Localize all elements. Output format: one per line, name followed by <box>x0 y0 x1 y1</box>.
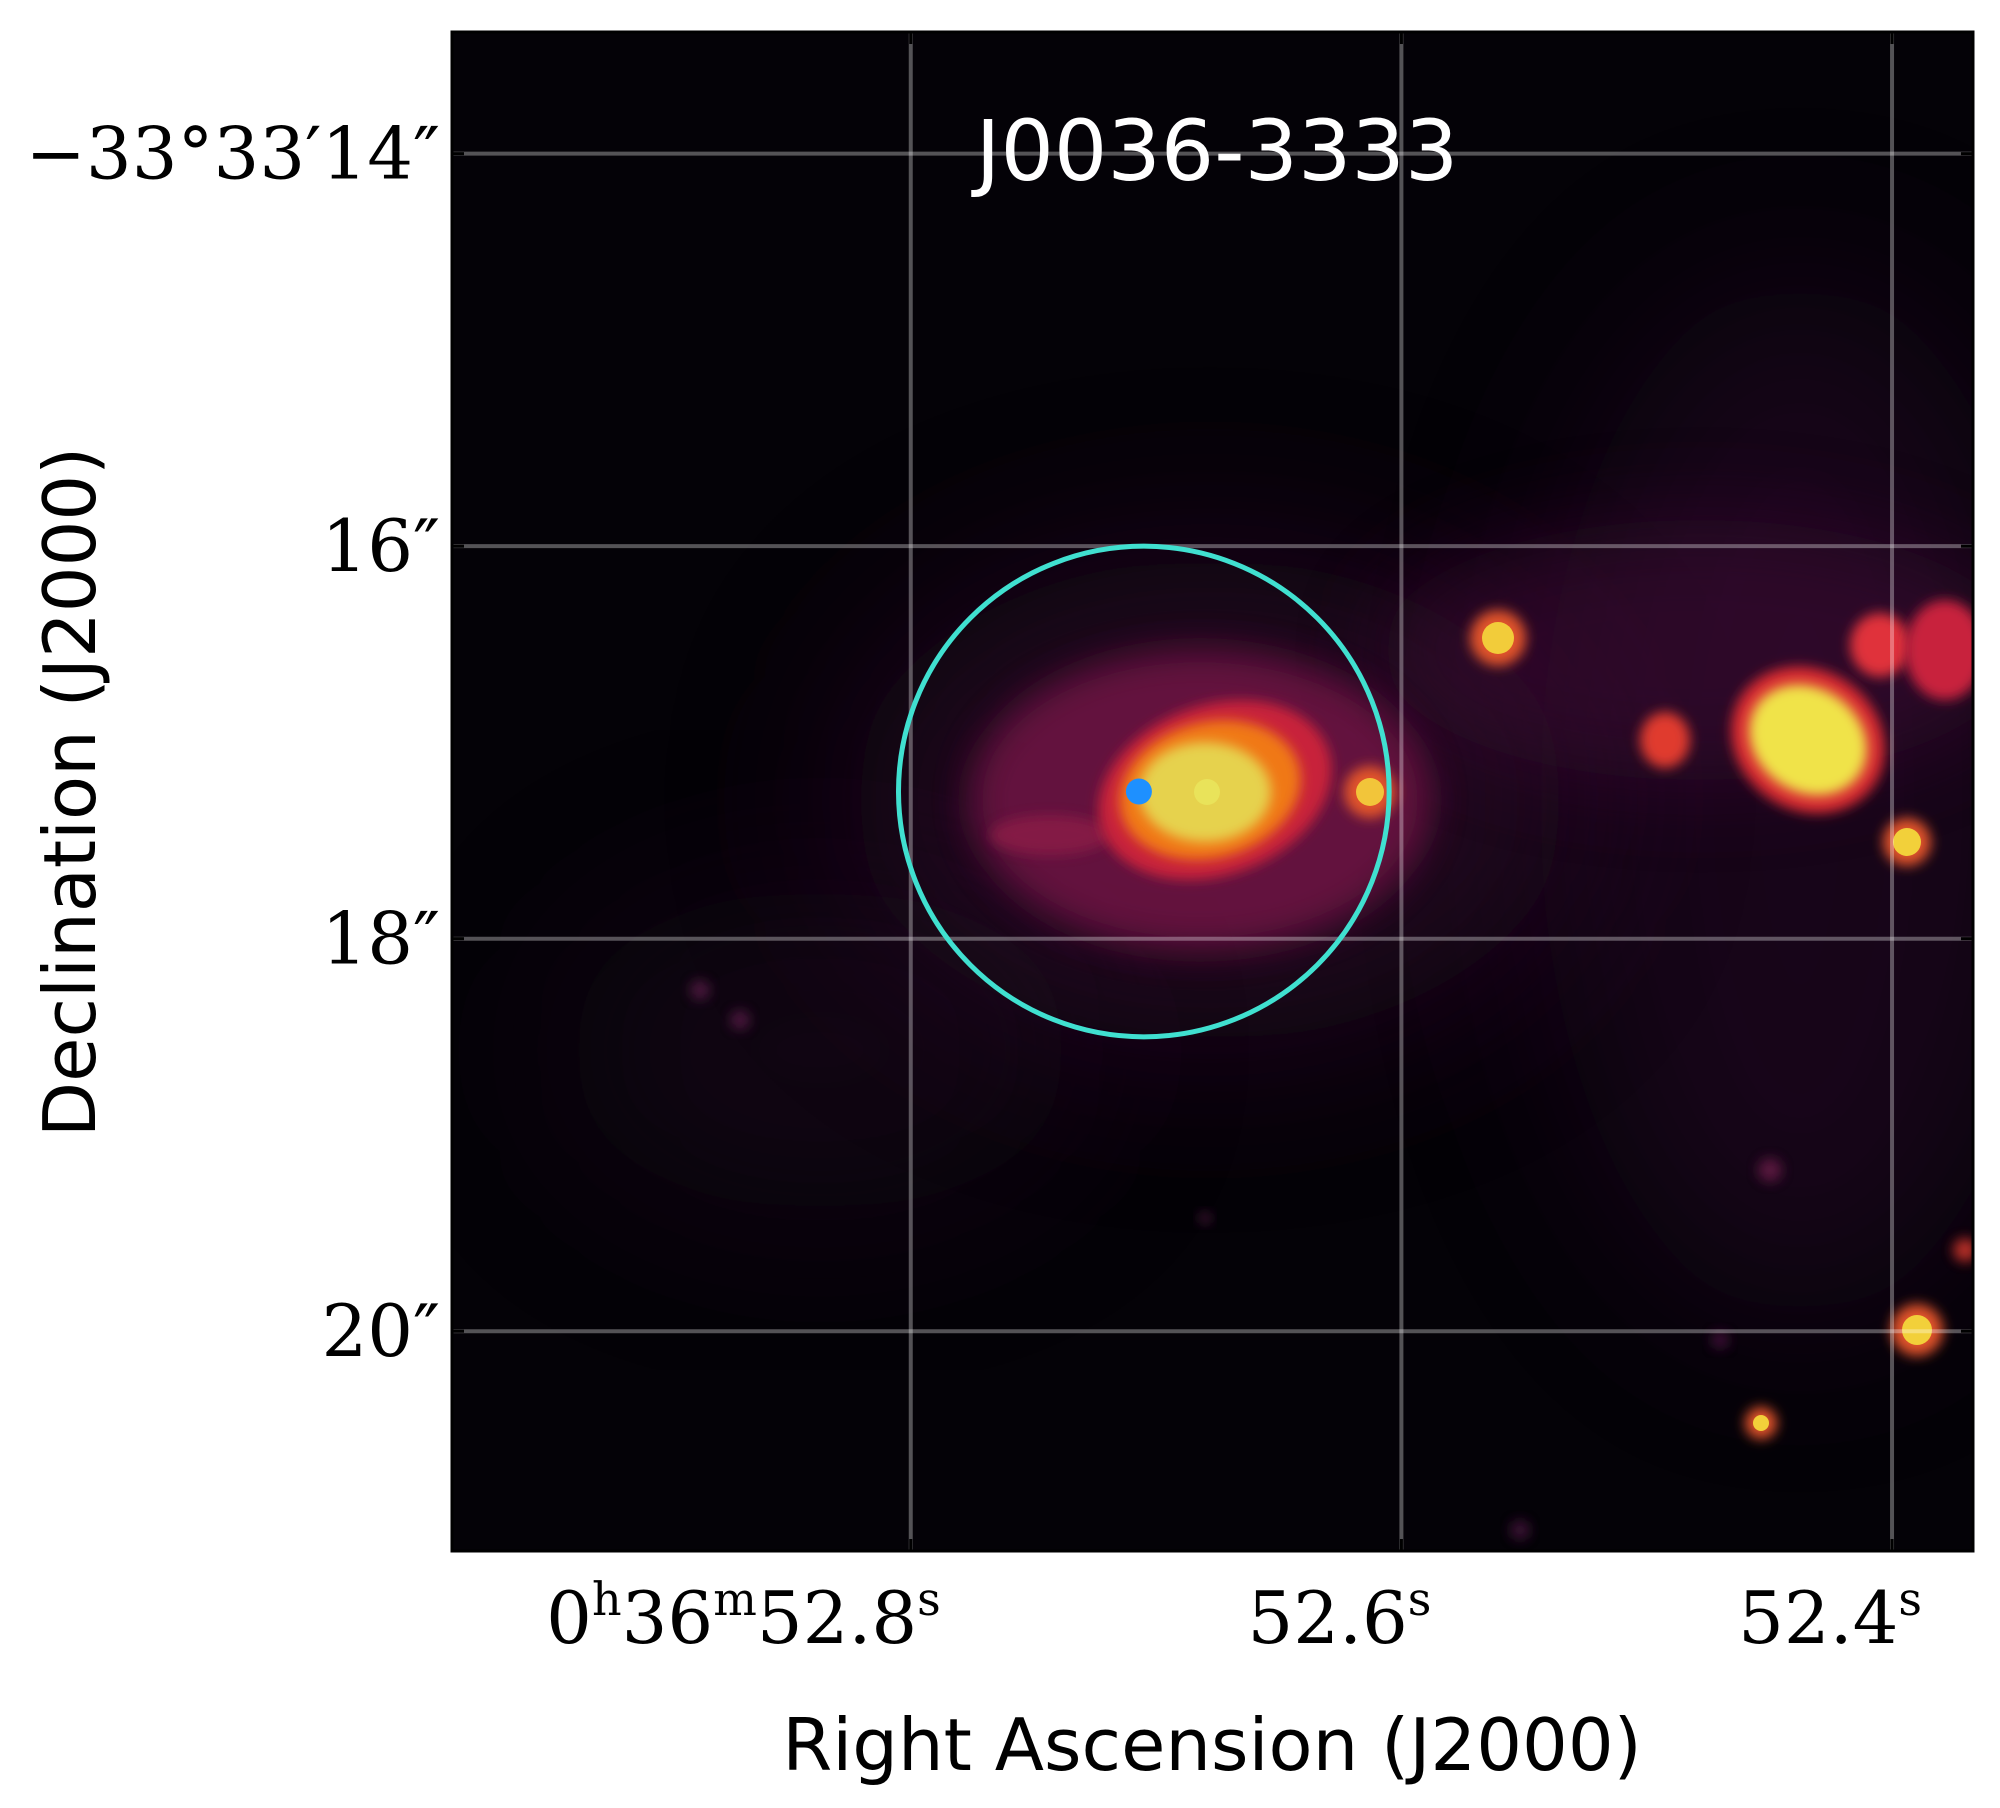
source-2 <box>1470 610 1526 666</box>
x-axis-label: Right Ascension (J2000) <box>782 1703 1642 1787</box>
y-tick-label-3: 20″ <box>321 1289 440 1373</box>
center-marker <box>1125 778 1152 805</box>
y-axis-label: Declination (J2000) <box>28 447 112 1138</box>
y-tick-labels: −33°33′14″ 16″ 18″ 20″ <box>26 112 440 1374</box>
diffuse-emission <box>560 280 1973 1320</box>
x-tick-labels: 0h​36m​52.8s​ 52.6s​ 52.4s​ <box>546 1572 1922 1660</box>
coordinate-grid <box>452 32 1973 1551</box>
source-4 <box>1731 666 1885 814</box>
y-tick-label-2: 18″ <box>321 897 440 981</box>
source-6 <box>1883 818 1931 866</box>
source-3 <box>1640 712 1690 768</box>
point-sources <box>690 600 1973 1540</box>
source-7 <box>1891 1304 1943 1356</box>
tick-marks <box>452 32 1973 1551</box>
source-5 <box>1850 600 1973 700</box>
plot-area: J0036-3333 <box>452 32 1973 1551</box>
source-1 <box>1344 766 1396 818</box>
central-galaxy <box>970 650 1430 950</box>
y-tick-label-0: −33°33′14″ <box>26 112 440 196</box>
x-tick-label-0: 0h​36m​52.8s​ <box>546 1572 941 1660</box>
aperture-circle <box>895 543 1392 1040</box>
x-tick-label-2: 52.4s​ <box>1738 1572 1922 1660</box>
source-8 <box>1745 1407 1777 1439</box>
chart-title: J0036-3333 <box>971 102 1459 200</box>
faint-sources <box>690 980 1973 1540</box>
x-tick-label-1: 52.6s​ <box>1247 1572 1431 1660</box>
y-tick-label-1: 16″ <box>321 504 440 588</box>
plot-frame <box>450 30 1975 1553</box>
